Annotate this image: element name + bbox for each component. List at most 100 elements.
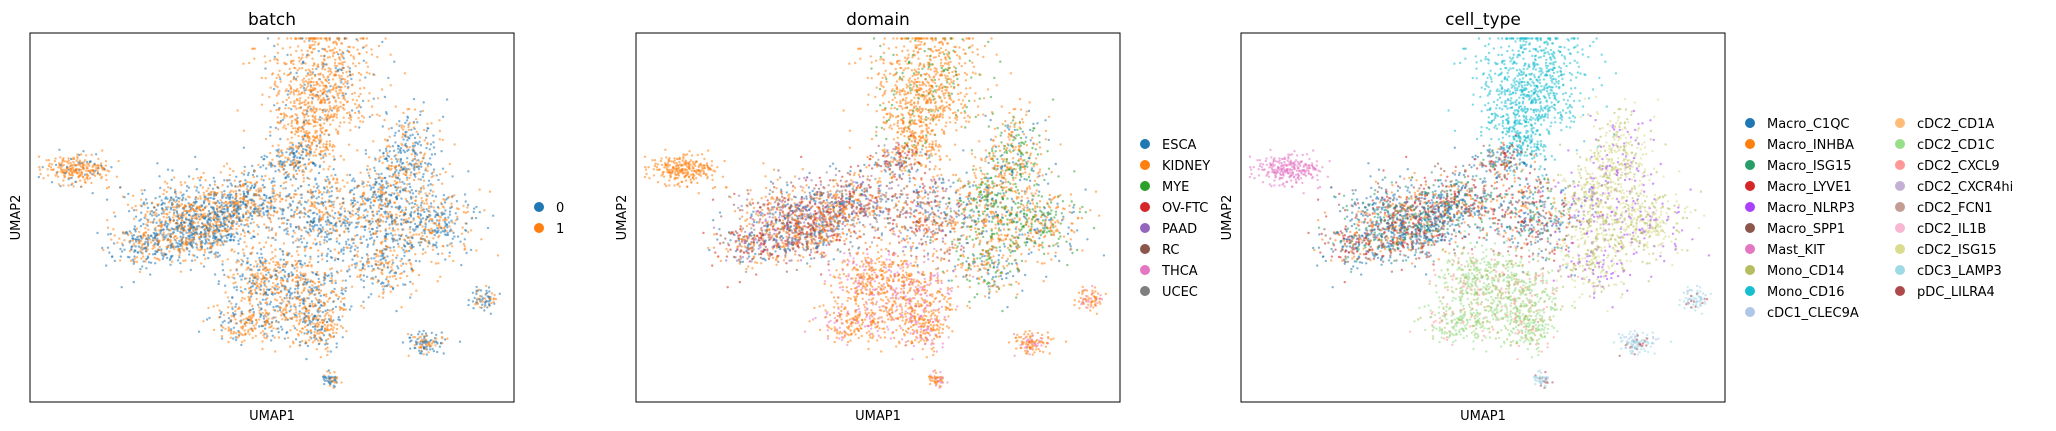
point-2809 [169,240,172,243]
point-3185 [214,229,218,232]
point-453 [344,92,348,96]
point-4842 [317,284,320,288]
point-4832 [301,277,305,281]
point-235 [302,81,305,84]
point-3442 [399,147,403,150]
point-2141 [234,194,238,198]
point-2828 [130,231,133,235]
point-643 [334,58,337,61]
point-303 [335,113,338,116]
point-2018 [231,196,234,199]
point-682 [285,62,288,66]
point-4993 [236,272,239,276]
point-3569 [368,176,372,180]
point-765 [313,121,317,124]
point-1240 [335,240,339,243]
point-3602 [375,210,379,213]
point-1255 [333,259,337,262]
point-4141 [446,244,449,247]
point-4776 [311,271,315,274]
point-2524 [127,210,131,213]
point-2225 [180,202,183,206]
point-4234 [382,288,385,291]
point-883 [294,144,298,148]
point-1388 [338,190,341,193]
point-1878 [244,182,248,186]
point-1707 [234,185,237,188]
point-861 [314,154,318,157]
point-1634 [286,218,289,222]
point-465 [299,86,303,89]
point-1342 [317,255,320,258]
point-1482 [325,223,328,226]
point-1124 [84,169,88,172]
point-3623 [343,185,346,188]
point-3662 [373,169,377,172]
point-3463 [412,148,415,151]
point-3127 [206,229,209,232]
point-3282 [368,115,371,119]
point-4242 [350,263,354,267]
point-1804 [246,202,250,205]
point-877 [312,135,315,139]
point-4351 [417,273,421,277]
point-4139 [434,244,437,247]
point-582 [298,102,301,106]
point-2023 [241,184,245,188]
point-924 [104,160,108,163]
point-65 [264,77,267,80]
point-4426 [415,289,418,292]
point-545 [248,61,251,65]
point-879 [284,103,288,107]
point-4980 [262,288,265,291]
point-2818 [106,219,109,222]
point-4106 [431,248,435,251]
point-4397 [391,238,395,241]
point-1427 [274,238,277,242]
point-2509 [131,194,135,197]
point-4363 [397,234,401,237]
point-4111 [401,228,404,231]
point-1786 [234,197,237,200]
point-4209 [395,256,398,259]
point-1864 [274,234,278,237]
point-2814 [137,245,140,248]
point-1882 [278,194,282,197]
point-226 [303,89,306,92]
point-2207 [127,192,130,196]
point-762 [324,99,327,102]
point-3453 [422,101,425,104]
point-721 [321,108,324,112]
point-863 [314,118,317,121]
point-4293 [405,234,408,237]
point-1897 [228,191,232,194]
point-4523 [319,289,323,292]
point-4074 [406,220,409,223]
point-3090 [244,212,248,216]
point-3193 [202,253,206,257]
point-3643 [404,173,408,177]
point-3173 [188,222,191,225]
point-4919 [258,241,261,245]
point-1669 [239,193,242,196]
point-723 [312,154,315,157]
point-448 [286,53,289,57]
point-140 [312,80,315,84]
point-2984 [196,233,199,236]
point-4755 [272,281,275,285]
point-3769 [392,173,395,176]
point-1584 [311,190,315,194]
point-1431 [322,191,326,194]
point-4563 [299,302,302,305]
point-840 [308,154,311,157]
point-4241 [341,279,344,282]
point-1021 [62,157,65,160]
point-4155 [374,219,378,222]
point-1217 [281,213,284,216]
point-412 [330,49,333,52]
point-102 [355,106,358,110]
point-3106 [191,254,195,257]
point-1530 [319,224,322,227]
point-4691 [365,275,369,278]
point-4881 [237,252,240,255]
